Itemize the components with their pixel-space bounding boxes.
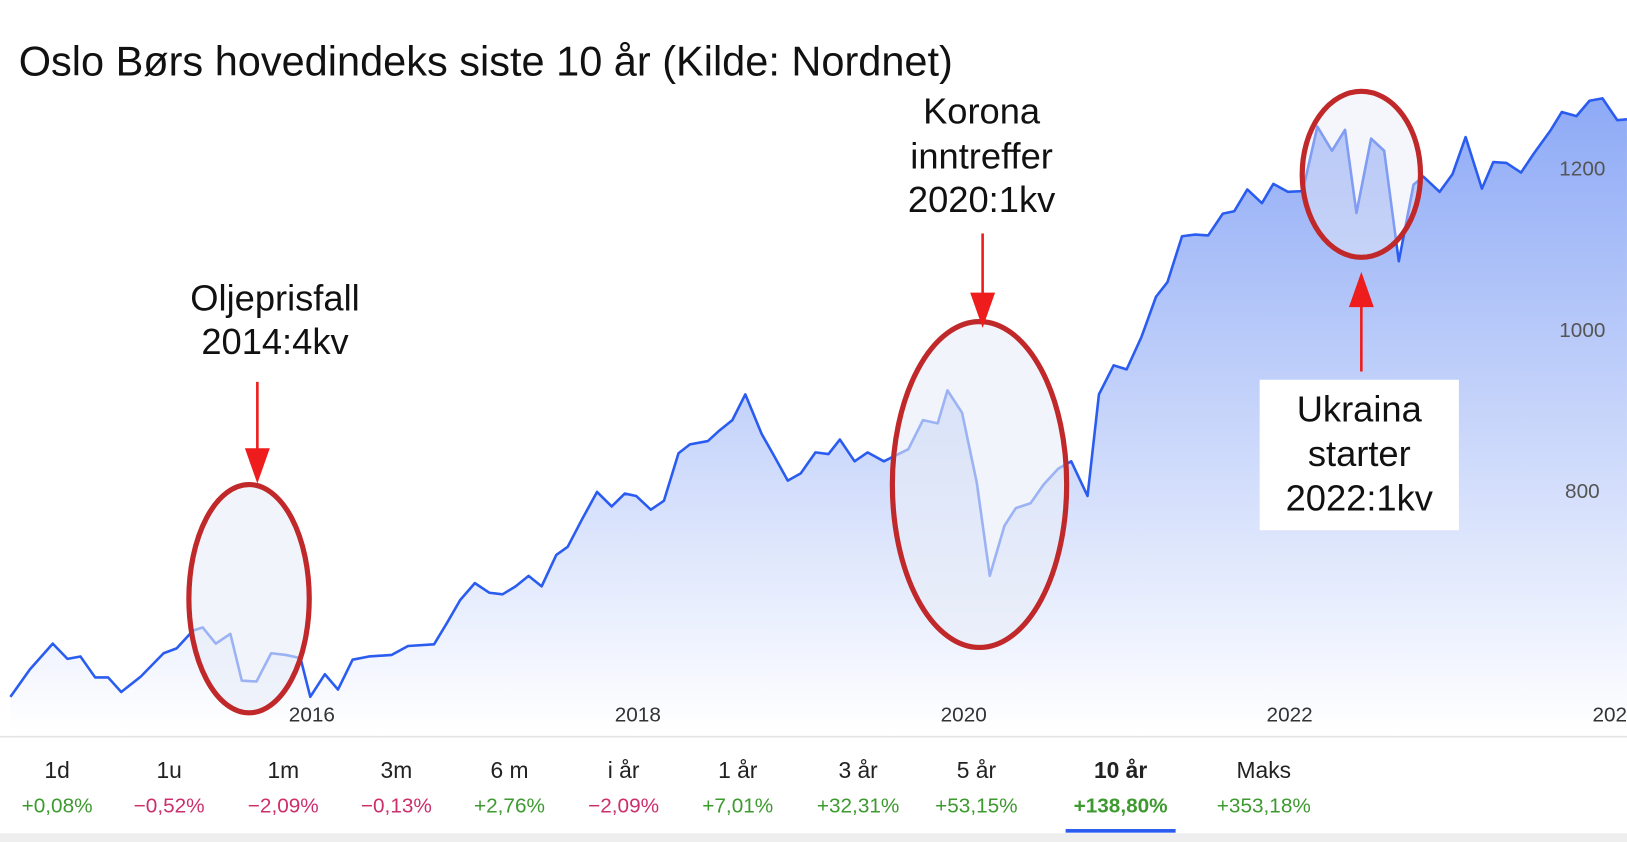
selected-underline bbox=[1065, 829, 1176, 833]
period-tab[interactable]: 10 år +138,80% bbox=[1065, 757, 1176, 833]
x-tick-label: 2022 bbox=[1267, 703, 1313, 726]
annotation-text: 2014:4kv bbox=[201, 321, 349, 362]
annotation-text: 2020:1kv bbox=[908, 179, 1056, 220]
highlight-ellipse bbox=[186, 481, 312, 716]
period-label: 1 år bbox=[718, 757, 758, 783]
annotation-text: 2022:1kv bbox=[1286, 478, 1434, 519]
arrow-head bbox=[244, 448, 270, 484]
period-change: −0,52% bbox=[134, 795, 205, 818]
period-change: +53,15% bbox=[935, 795, 1018, 818]
y-tick-label: 1000 bbox=[1559, 319, 1605, 342]
period-change: +7,01% bbox=[702, 795, 773, 818]
area bbox=[10, 98, 1627, 732]
period-tabs: 1d +0,08% 1u −0,52% 1m −2,09% 3m −0,13% 6 m +2,76… bbox=[0, 757, 1627, 842]
period-change: +138,80% bbox=[1074, 795, 1168, 818]
period-tab[interactable]: 3m −0,13% bbox=[361, 757, 432, 818]
period-tab[interactable]: 3 år +32,31% bbox=[817, 757, 900, 818]
period-tab[interactable]: 1 år +7,01% bbox=[702, 757, 773, 818]
annotation-box bbox=[1259, 379, 1459, 531]
annotation-text: starter bbox=[1308, 433, 1411, 474]
period-tab[interactable]: 1d +0,08% bbox=[22, 757, 93, 818]
period-change: −0,13% bbox=[361, 795, 432, 818]
period-label: i år bbox=[608, 757, 640, 783]
period-label: 3 år bbox=[838, 757, 878, 783]
y-tick-label: 1200 bbox=[1559, 158, 1605, 181]
annotation-text: inntreffer bbox=[910, 135, 1053, 176]
period-tab[interactable]: Maks +353,18% bbox=[1217, 757, 1311, 818]
x-tick-label: 2016 bbox=[289, 703, 335, 726]
arrow-head bbox=[970, 292, 996, 328]
y-tick-label: 800 bbox=[1565, 480, 1600, 503]
period-label: 10 år bbox=[1094, 757, 1147, 783]
period-label: 1u bbox=[156, 757, 181, 783]
period-label: 1d bbox=[44, 757, 69, 783]
period-change: −2,09% bbox=[248, 795, 319, 818]
period-label: 1m bbox=[267, 757, 299, 783]
period-label: 3m bbox=[381, 757, 413, 783]
footer-band bbox=[0, 833, 1627, 842]
arrow-head bbox=[1348, 271, 1374, 308]
annotation-text: Korona bbox=[923, 91, 1041, 132]
period-change: +2,76% bbox=[474, 795, 545, 818]
plot: 800 1000 1200 2016 2018 2020 2022 2024 bbox=[0, 97, 1627, 738]
highlight-ellipse bbox=[889, 319, 1070, 651]
x-tick-label: 2024 bbox=[1592, 703, 1627, 726]
period-change: +353,18% bbox=[1217, 795, 1311, 818]
period-tab[interactable]: 6 m +2,76% bbox=[474, 757, 545, 818]
period-change: +0,08% bbox=[22, 795, 93, 818]
period-label: Maks bbox=[1237, 757, 1292, 783]
x-tick-label: 2018 bbox=[615, 703, 661, 726]
period-tab[interactable]: 5 år +53,15% bbox=[935, 757, 1018, 818]
period-change: +32,31% bbox=[817, 795, 900, 818]
period-tab[interactable]: 1m −2,09% bbox=[248, 757, 319, 818]
period-label: 5 år bbox=[957, 757, 997, 783]
period-label: 6 m bbox=[490, 757, 528, 783]
period-tab[interactable]: i år −2,09% bbox=[588, 757, 659, 818]
annotation-text: Ukraina bbox=[1297, 389, 1423, 430]
x-tick-label: 2020 bbox=[941, 703, 987, 726]
chart-title: Oslo Børs hovedindeks siste 10 år (Kilde… bbox=[19, 37, 953, 84]
period-tab[interactable]: 1u −0,52% bbox=[134, 757, 205, 818]
annotation-text: Oljeprisfall bbox=[190, 277, 359, 318]
period-change: −2,09% bbox=[588, 795, 659, 818]
highlight-ellipse bbox=[1299, 88, 1424, 260]
